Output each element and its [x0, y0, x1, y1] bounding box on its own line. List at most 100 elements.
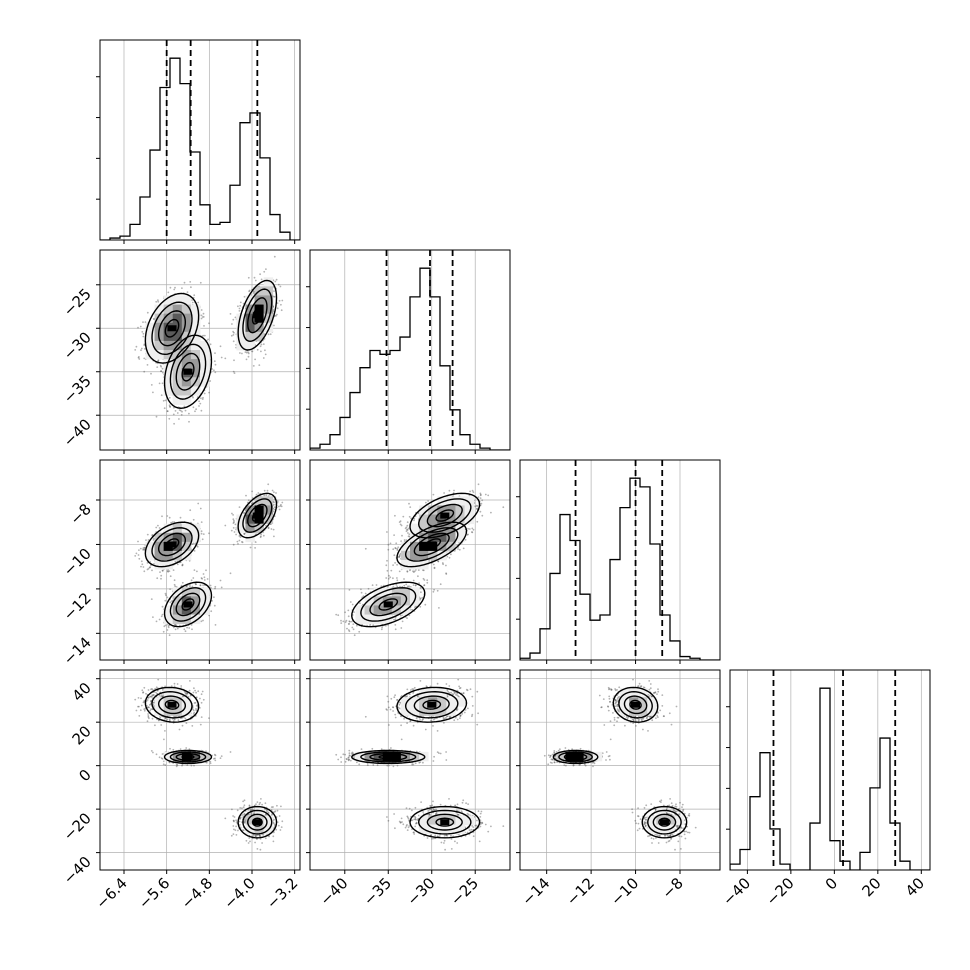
sample-point	[153, 537, 155, 540]
sample-point	[142, 332, 145, 335]
sample-point	[280, 303, 282, 306]
sample-point	[403, 584, 406, 587]
density-cell	[245, 322, 255, 333]
sample-point	[364, 547, 367, 550]
sample-point	[238, 310, 241, 312]
sample-point	[233, 531, 236, 533]
sample-point	[276, 500, 279, 503]
sample-point	[254, 358, 256, 361]
sample-point	[196, 545, 199, 548]
sample-point	[192, 406, 195, 409]
sample-point	[161, 367, 164, 370]
sample-point	[199, 281, 202, 284]
sample-point	[174, 623, 176, 626]
sample-point	[359, 602, 361, 605]
sample-point	[172, 569, 175, 571]
sample-point	[248, 289, 251, 292]
density-cell	[172, 550, 183, 561]
sample-point	[137, 356, 140, 359]
sample-point	[270, 528, 273, 530]
sample-point	[348, 630, 351, 633]
sample-point	[238, 506, 241, 508]
sample-point	[388, 574, 390, 577]
density-cell	[163, 560, 174, 570]
sample-point	[233, 359, 235, 362]
sample-point	[267, 483, 270, 486]
sample-point	[385, 564, 388, 567]
sample-point	[160, 365, 163, 368]
sample-point	[419, 586, 422, 589]
density-cell	[172, 359, 183, 369]
sample-point	[241, 352, 243, 355]
density-cell	[172, 605, 183, 615]
sample-point	[464, 538, 467, 541]
sample-point	[168, 417, 171, 420]
sample-point	[152, 391, 154, 394]
sample-point	[190, 624, 193, 626]
sample-point	[405, 539, 408, 541]
sample-point	[194, 410, 196, 413]
sample-point	[145, 539, 147, 541]
sample-point	[189, 585, 191, 588]
density-cell	[263, 295, 274, 305]
y-tick-label: −10	[60, 545, 95, 580]
sample-point	[208, 322, 210, 325]
sample-point	[229, 572, 232, 575]
sample-point	[234, 523, 237, 526]
sample-point	[141, 331, 144, 333]
sample-point	[159, 364, 162, 367]
sample-point	[166, 410, 169, 413]
sample-point	[403, 578, 405, 580]
sample-point	[140, 565, 142, 568]
sample-point	[396, 563, 398, 566]
sample-point	[200, 314, 203, 317]
sample-point	[157, 524, 159, 527]
sample-point	[139, 325, 142, 328]
sample-point	[179, 409, 182, 412]
sample-point	[143, 548, 146, 551]
sample-point	[393, 554, 396, 557]
sample-point	[252, 501, 254, 504]
sample-point	[279, 505, 282, 507]
sample-point	[193, 569, 196, 571]
density-cell	[190, 340, 201, 351]
sample-point	[146, 364, 149, 366]
density-contour	[169, 587, 207, 622]
sample-point	[398, 555, 401, 557]
sample-point	[267, 526, 270, 529]
sample-point	[161, 382, 164, 385]
sample-point	[183, 405, 186, 408]
sample-point	[213, 596, 215, 599]
sample-point	[231, 323, 233, 325]
sample-point	[202, 334, 204, 337]
sample-point	[162, 399, 165, 402]
sample-point	[252, 290, 255, 292]
sample-point	[173, 626, 175, 629]
density-contour	[144, 521, 200, 568]
density-peak	[252, 312, 262, 319]
sample-point	[185, 585, 188, 588]
sample-point	[450, 553, 452, 556]
sample-point	[142, 547, 145, 550]
sample-point	[208, 391, 210, 394]
density-cell	[263, 277, 274, 287]
sample-point	[406, 585, 409, 588]
density-cell	[172, 313, 183, 324]
sample-point	[161, 371, 164, 374]
sample-point	[195, 583, 197, 586]
sample-point	[399, 585, 401, 588]
sample-point	[394, 547, 397, 549]
sample-point	[476, 507, 479, 510]
density-contour	[181, 361, 195, 382]
sample-point	[188, 412, 190, 415]
density-peak	[183, 601, 193, 608]
sample-point	[245, 494, 247, 497]
density-cell	[163, 532, 174, 543]
sample-point	[138, 356, 140, 358]
density-cell	[263, 505, 274, 515]
density-contour	[242, 288, 273, 343]
density-cell	[172, 295, 183, 305]
sample-point	[400, 540, 402, 542]
density-cell	[163, 377, 174, 387]
sample-point	[158, 618, 161, 621]
